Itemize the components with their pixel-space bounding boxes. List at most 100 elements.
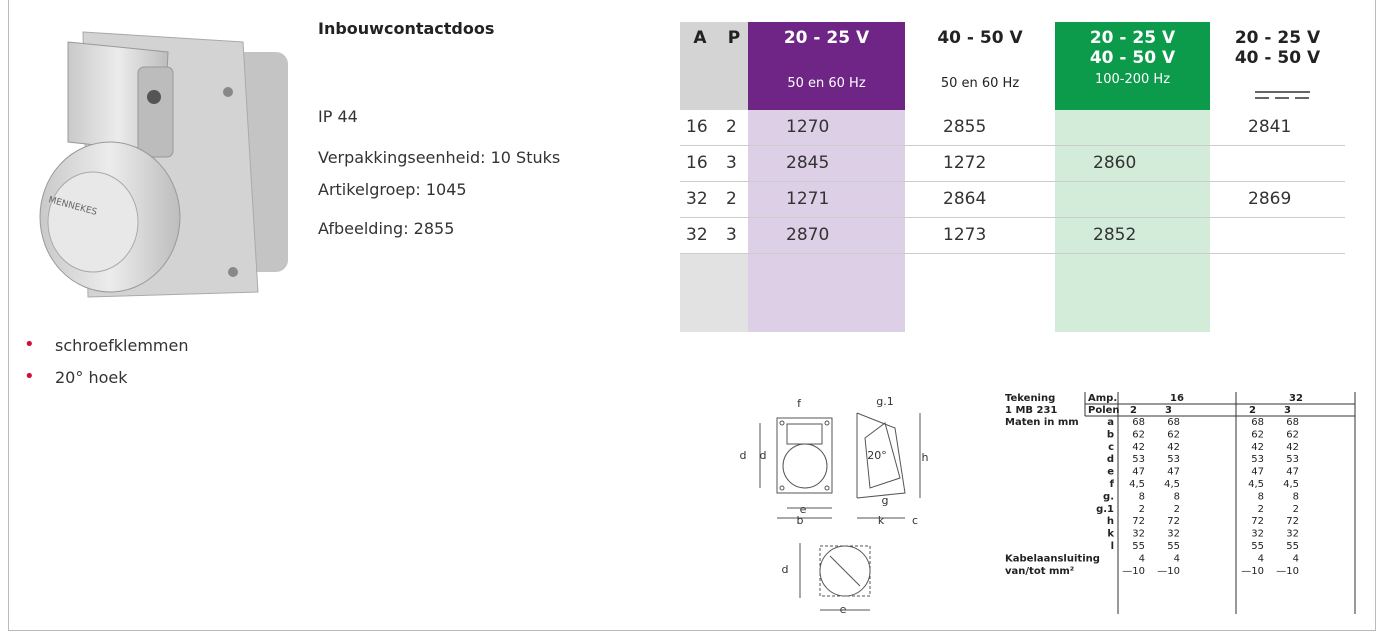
dim-value: 55 [1251,541,1264,552]
dim-cable-value: —10 [1276,566,1299,577]
dim-value: 32 [1286,529,1299,540]
spec: IP 44 [318,107,358,126]
dim-value: 72 [1251,516,1264,527]
dim-key: c [1108,442,1114,453]
dim-key: k [1107,529,1114,540]
header-label: 40 - 50 V [1089,48,1176,68]
table-cell: 1270 [748,110,905,146]
table-cell: 16 [680,146,720,182]
header-label: 20 - 25 V [1089,28,1176,48]
dim-value: 62 [1167,429,1180,440]
dim-value: 4,5 [1283,479,1299,490]
dim-cable-value: —10 [1241,566,1264,577]
dim-value: 8 [1293,491,1299,502]
table-cell: 2 [720,110,748,146]
header-cell: A [680,22,720,110]
empty-cell [748,254,905,332]
dim-value: 55 [1167,541,1180,552]
technical-drawing: f g.1d d h20°geb k cde [740,395,929,616]
header-label: 40 - 50 V [1234,48,1321,68]
dim-unit: Maten in mm [1005,417,1079,428]
drawing-label: g.1 [876,395,893,408]
table-cell: 2 [720,182,748,218]
drawing-label: d [782,563,789,576]
dc-symbol-svg [1255,91,1310,99]
dim-key: a [1107,417,1114,428]
drawing-label: b [797,514,804,527]
dim-value: 2 [1174,504,1180,515]
dim-value: 2 [1258,504,1264,515]
dim-value: 72 [1132,516,1145,527]
dim-header: 1 MB 231 [1005,405,1057,416]
dim-cable-value: —10 [1157,566,1180,577]
bullet: • [24,366,35,387]
dim-key: f [1110,479,1115,490]
product-title: Inbouwcontactdoos [318,19,495,38]
dim-value: 32 [1132,529,1145,540]
table-cell: 2855 [905,110,1055,146]
dim-value: 68 [1251,417,1264,428]
dim-value: 8 [1139,491,1145,502]
header-sub: 50 en 60 Hz [940,76,1020,91]
drawing-label: d [760,449,767,462]
drawing-label: e [800,503,807,516]
dim-value: 47 [1251,467,1264,478]
bullet: • [24,334,35,355]
dim-value: 32 [1251,529,1264,540]
dim-value: 53 [1286,454,1299,465]
dim-cable-value: 4 [1139,553,1145,564]
dim-amp: 16 [1170,393,1184,404]
dim-value: 8 [1258,491,1264,502]
dim-key: b [1107,429,1114,440]
dim-value: 68 [1167,417,1180,428]
dim-value: 55 [1132,541,1145,552]
table-cell: 2870 [748,218,905,254]
drawing-label: 20° [867,449,887,462]
header-sub: 100-200 Hz [1094,72,1171,87]
dim-pole: 3 [1165,405,1172,416]
dim-value: 62 [1251,429,1264,440]
header-label: 20 - 25 V [783,28,870,48]
dim-value: 4,5 [1129,479,1145,490]
table-cell [1055,110,1210,146]
table-cell: 2852 [1055,218,1210,254]
header-cell: 20 - 25 V 50 en 60 Hz [748,22,905,110]
dim-value: 53 [1251,454,1264,465]
table-cell [1055,182,1210,218]
table-cell: 3 [720,146,748,182]
dim-key: e [1107,467,1114,478]
header-label: 40 - 50 V [937,28,1023,48]
drawing-label: g [882,494,889,507]
dim-value: 68 [1132,417,1145,428]
table-cell: 2864 [905,182,1055,218]
header-label: P [727,28,741,48]
drawing-label: f [797,397,802,410]
dim-value: 72 [1286,516,1299,527]
table-cell: 2845 [748,146,905,182]
empty-cell [1055,254,1210,332]
empty-cell [1210,254,1345,332]
table-cell: 32 [680,218,720,254]
table-cell: 1271 [748,182,905,218]
dim-key: l [1111,541,1114,552]
dim-key: h [1107,516,1114,527]
dim-pole: 3 [1284,405,1291,416]
dim-pole: 2 [1130,405,1137,416]
drawing-label: h [922,451,929,464]
feature: schroefklemmen [55,336,189,355]
dim-pole: 2 [1249,405,1256,416]
dim-cable-value: 4 [1258,553,1264,564]
dim-cable-value: —10 [1122,566,1145,577]
table-cell: 2841 [1210,110,1345,146]
frame [8,0,1376,631]
header-cell: 20 - 25 V 40 - 50 V 100-200 Hz [1055,22,1210,110]
empty-cell [905,254,1055,332]
header-label: 20 - 25 V [1234,28,1321,48]
dim-cable-label: van/tot mm² [1005,566,1074,577]
drawing-label: e [840,603,847,616]
dim-value: 8 [1174,491,1180,502]
feature: 20° hoek [55,368,128,387]
dim-value: 42 [1167,442,1180,453]
dim-value: 68 [1286,417,1299,428]
dim-cable-label: Kabelaansluiting [1005,553,1100,564]
